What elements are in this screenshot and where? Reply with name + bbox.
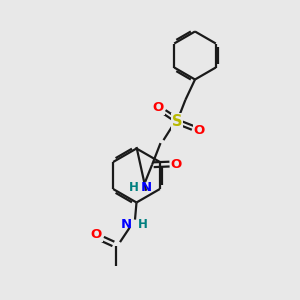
Text: H: H — [129, 181, 139, 194]
Text: O: O — [153, 101, 164, 114]
Text: H: H — [138, 218, 147, 231]
Text: O: O — [194, 124, 205, 137]
Text: S: S — [172, 114, 182, 129]
Text: N: N — [120, 218, 132, 231]
Text: O: O — [170, 158, 182, 171]
Text: O: O — [91, 228, 102, 242]
Text: N: N — [140, 181, 152, 194]
